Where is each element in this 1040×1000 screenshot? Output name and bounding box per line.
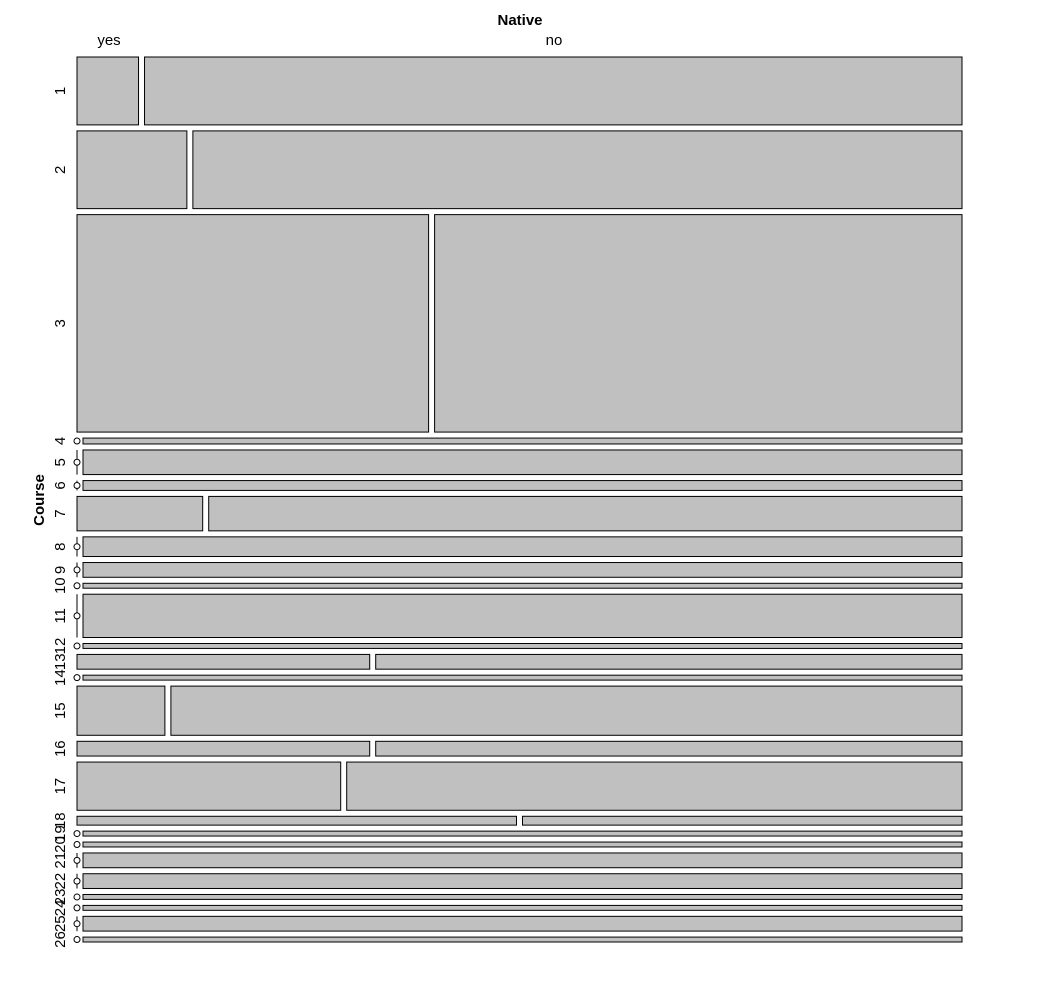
tile-no-course-12	[82, 643, 963, 649]
tile-no-course-15	[170, 685, 963, 736]
tile-yes-course-3	[76, 214, 430, 433]
row-label-course-10: 10	[52, 577, 69, 594]
tile-no-course-6	[82, 480, 963, 491]
row-label-course-25: 25	[52, 915, 69, 932]
zero-marker-yes-course-5	[73, 458, 81, 466]
tile-no-course-19	[82, 830, 963, 837]
row-label-course-26: 26	[52, 931, 69, 948]
tile-no-course-23	[82, 893, 963, 900]
zero-marker-yes-course-21	[73, 856, 81, 864]
row-label-course-3: 3	[52, 319, 69, 327]
tile-yes-course-15	[76, 685, 166, 736]
row-label-course-21: 21	[52, 852, 69, 869]
tile-no-course-7	[208, 495, 963, 532]
zero-marker-yes-course-26	[73, 936, 81, 944]
zero-marker-yes-course-19	[73, 830, 81, 838]
row-label-course-22: 22	[52, 873, 69, 890]
tile-no-course-5	[82, 449, 963, 476]
row-label-course-20: 20	[52, 836, 69, 853]
zero-marker-yes-course-23	[73, 893, 81, 901]
tile-no-course-8	[82, 536, 963, 558]
row-label-course-16: 16	[52, 740, 69, 757]
row-label-course-1: 1	[52, 87, 69, 95]
tile-yes-course-1	[76, 56, 140, 126]
row-label-course-18: 18	[52, 812, 69, 829]
tile-no-course-1	[144, 56, 963, 126]
row-label-course-8: 8	[52, 543, 69, 551]
tile-no-course-25	[82, 915, 963, 932]
tile-no-course-16	[375, 740, 963, 757]
row-label-course-5: 5	[52, 458, 69, 466]
y-variable-title: Course	[31, 474, 48, 526]
zero-marker-yes-course-12	[73, 642, 81, 650]
zero-marker-yes-course-25	[73, 920, 81, 928]
zero-marker-yes-course-22	[73, 877, 81, 885]
column-label-no: no	[546, 32, 563, 49]
tile-yes-course-2	[76, 130, 188, 210]
zero-marker-yes-course-20	[73, 841, 81, 849]
zero-marker-yes-course-10	[73, 582, 81, 590]
row-label-course-11: 11	[52, 608, 69, 624]
tile-yes-course-13	[76, 653, 371, 670]
tile-no-course-11	[82, 593, 963, 639]
row-label-course-13: 13	[52, 653, 69, 670]
row-label-course-14: 14	[52, 669, 69, 686]
row-label-course-19: 19	[52, 825, 69, 842]
zero-marker-yes-course-24	[73, 904, 81, 912]
row-label-course-9: 9	[52, 566, 69, 574]
row-label-course-15: 15	[52, 702, 69, 719]
row-label-course-12: 12	[52, 638, 69, 655]
column-label-yes: yes	[97, 32, 120, 49]
row-label-course-6: 6	[52, 481, 69, 489]
zero-marker-yes-course-11	[73, 612, 81, 620]
row-label-course-23: 23	[52, 889, 69, 906]
tile-yes-course-16	[76, 740, 371, 757]
row-label-course-24: 24	[52, 900, 69, 917]
row-label-course-7: 7	[52, 509, 69, 517]
tile-no-course-26	[82, 936, 963, 943]
row-label-course-17: 17	[52, 778, 69, 795]
zero-marker-yes-course-6	[73, 481, 81, 489]
row-label-course-2: 2	[52, 166, 69, 174]
zero-marker-yes-course-8	[73, 543, 81, 551]
tile-yes-course-18	[76, 815, 517, 826]
tile-no-course-13	[375, 653, 963, 670]
tile-no-course-2	[192, 130, 963, 210]
zero-marker-yes-course-9	[73, 566, 81, 574]
tile-no-course-24	[82, 904, 963, 911]
tile-no-course-18	[522, 815, 963, 826]
tile-no-course-14	[82, 674, 963, 681]
row-label-course-4: 4	[52, 437, 69, 445]
tile-no-course-10	[82, 582, 963, 589]
row-labels: 1234567891011121314151617181920212223242…	[52, 87, 69, 948]
mosaic-tiles	[73, 56, 963, 944]
zero-marker-yes-course-4	[73, 437, 81, 445]
x-variable-title: Native	[497, 12, 542, 29]
tile-no-course-3	[434, 214, 963, 433]
zero-marker-yes-course-14	[73, 674, 81, 682]
tile-no-course-9	[82, 562, 963, 578]
tile-yes-course-17	[76, 761, 342, 811]
tile-no-course-4	[82, 437, 963, 445]
tile-yes-course-7	[76, 495, 204, 532]
tile-no-course-20	[82, 841, 963, 848]
tile-no-course-21	[82, 852, 963, 869]
tile-no-course-22	[82, 873, 963, 889]
tile-no-course-17	[346, 761, 963, 811]
